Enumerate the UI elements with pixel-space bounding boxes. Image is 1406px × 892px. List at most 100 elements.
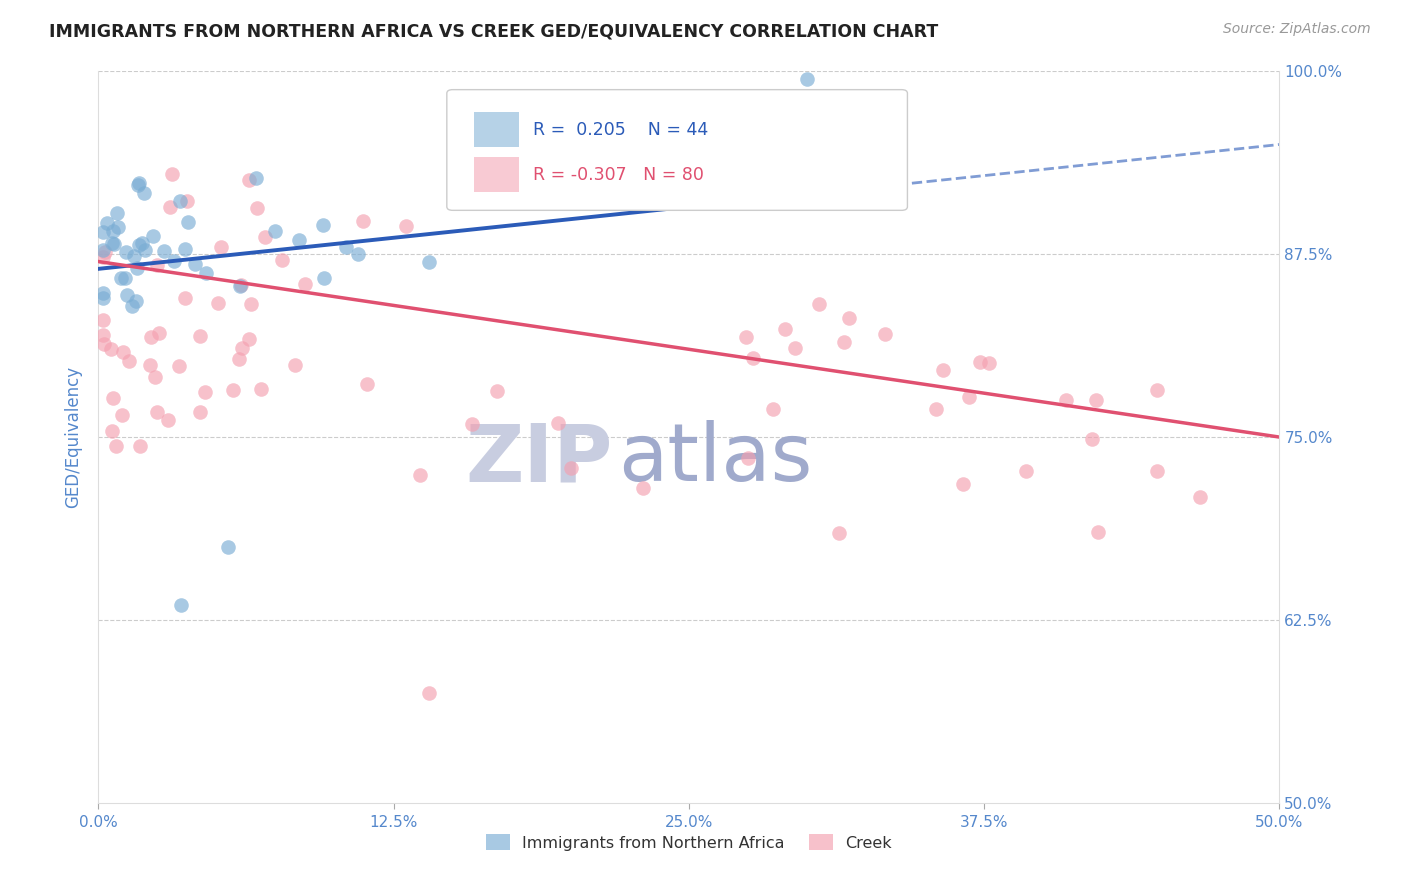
Point <box>352 214 374 228</box>
Point <box>91 250 114 264</box>
Point <box>560 461 582 475</box>
Point <box>873 327 896 342</box>
Point <box>284 358 307 372</box>
Point <box>141 330 163 344</box>
Point <box>312 218 335 232</box>
Point <box>832 335 855 350</box>
Point <box>246 201 269 215</box>
Point <box>250 382 273 396</box>
Point <box>146 405 169 419</box>
Point <box>174 291 197 305</box>
Point <box>547 416 569 430</box>
Point <box>132 186 155 200</box>
Point <box>160 167 183 181</box>
Point <box>741 351 763 365</box>
Point <box>808 296 831 310</box>
Point <box>238 332 260 346</box>
Point <box>228 351 250 366</box>
FancyBboxPatch shape <box>447 90 907 211</box>
Point <box>418 686 440 700</box>
Text: atlas: atlas <box>619 420 813 498</box>
Point <box>105 205 128 219</box>
Point <box>169 194 191 209</box>
Point <box>737 451 759 466</box>
Point <box>101 424 124 438</box>
Point <box>127 178 149 192</box>
Point <box>93 336 115 351</box>
Point <box>104 439 127 453</box>
Point <box>188 405 211 419</box>
Point <box>211 240 233 254</box>
Point <box>347 247 370 261</box>
Point <box>188 328 211 343</box>
Point <box>124 293 146 308</box>
Point <box>101 224 124 238</box>
Point <box>176 194 198 208</box>
Point <box>111 408 134 422</box>
Point <box>170 599 193 613</box>
Bar <box>474 157 519 193</box>
Point <box>977 356 1000 370</box>
Point <box>238 173 260 187</box>
Point <box>486 384 509 398</box>
Text: Source: ZipAtlas.com: Source: ZipAtlas.com <box>1223 22 1371 37</box>
Point <box>183 257 205 271</box>
Point <box>115 287 138 301</box>
Point <box>1015 464 1038 478</box>
Point <box>167 359 190 374</box>
Point <box>294 277 316 292</box>
Legend: Immigrants from Northern Africa, Creek: Immigrants from Northern Africa, Creek <box>479 828 898 857</box>
Point <box>143 370 166 384</box>
Text: IMMIGRANTS FROM NORTHERN AFRICA VS CREEK GED/EQUIVALENCY CORRELATION CHART: IMMIGRANTS FROM NORTHERN AFRICA VS CREEK… <box>49 22 938 40</box>
Point <box>112 345 135 359</box>
Point <box>245 171 267 186</box>
Point <box>239 297 262 311</box>
Point <box>418 254 440 268</box>
Point <box>173 242 195 256</box>
Point <box>1081 432 1104 446</box>
Point <box>91 285 114 300</box>
Point <box>103 236 125 251</box>
Point <box>142 229 165 244</box>
Point <box>957 390 980 404</box>
Point <box>107 220 129 235</box>
Point <box>1087 524 1109 539</box>
Bar <box>474 112 519 147</box>
Point <box>1189 490 1212 504</box>
Point <box>159 200 181 214</box>
Point <box>157 413 180 427</box>
Point <box>118 354 141 368</box>
Point <box>1085 393 1108 408</box>
Point <box>103 391 125 405</box>
Point <box>125 261 148 276</box>
Point <box>288 233 311 247</box>
Point <box>207 295 229 310</box>
Point <box>217 540 239 554</box>
Text: ZIP: ZIP <box>465 420 612 498</box>
Point <box>128 176 150 190</box>
Point <box>356 377 378 392</box>
Point <box>969 354 991 368</box>
Point <box>122 250 145 264</box>
Text: R =  0.205    N = 44: R = 0.205 N = 44 <box>533 120 709 138</box>
Point <box>395 219 418 234</box>
Point <box>796 71 818 86</box>
Point <box>129 439 152 453</box>
Point <box>1146 464 1168 478</box>
Point <box>91 291 114 305</box>
Point <box>952 477 974 491</box>
Point <box>94 245 117 260</box>
Point <box>264 224 287 238</box>
Point <box>838 310 860 325</box>
Point <box>194 384 217 399</box>
Point <box>152 244 174 259</box>
Point <box>91 313 114 327</box>
Point <box>312 271 335 285</box>
Point <box>231 341 253 355</box>
Point <box>145 258 167 272</box>
Point <box>96 217 118 231</box>
Point <box>131 235 153 250</box>
Point <box>229 278 252 293</box>
Text: R = -0.307   N = 80: R = -0.307 N = 80 <box>533 166 704 184</box>
Point <box>177 215 200 229</box>
